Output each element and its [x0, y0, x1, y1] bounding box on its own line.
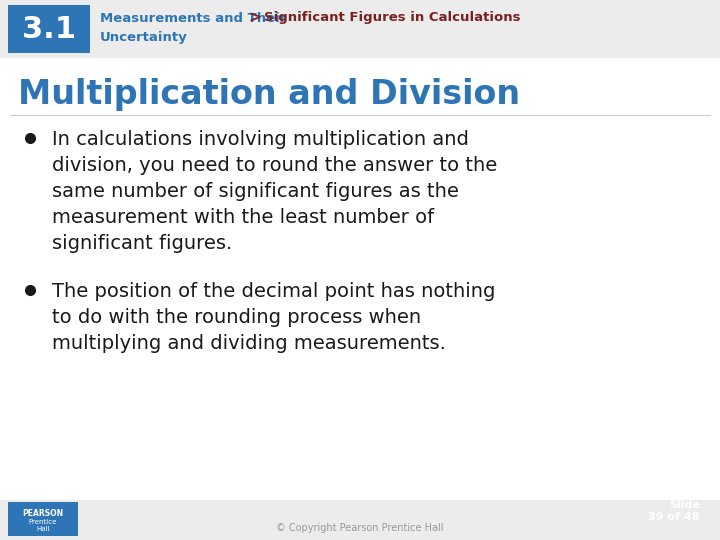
Text: Prentice: Prentice: [29, 519, 57, 525]
Text: significant figures.: significant figures.: [52, 234, 233, 253]
Text: division, you need to round the answer to the: division, you need to round the answer t…: [52, 156, 498, 175]
Text: PEARSON: PEARSON: [22, 509, 63, 518]
Bar: [8, 502, 78, 536]
Text: © Copyright Pearson Prentice Hall: © Copyright Pearson Prentice Hall: [276, 523, 444, 533]
Text: Hall: Hall: [36, 526, 50, 532]
Text: Uncertainty: Uncertainty: [100, 31, 188, 44]
Text: multiplying and dividing measurements.: multiplying and dividing measurements.: [52, 334, 446, 353]
Text: Significant Figures in Calculations: Significant Figures in Calculations: [264, 11, 521, 24]
Text: Multiplication and Division: Multiplication and Division: [18, 78, 520, 111]
Text: In calculations involving multiplication and: In calculations involving multiplication…: [52, 130, 469, 149]
Text: Measurements and Their: Measurements and Their: [100, 11, 287, 24]
Bar: [0, 500, 720, 540]
Text: to do with the rounding process when: to do with the rounding process when: [52, 308, 421, 327]
Bar: [8, 5, 90, 53]
Text: >: >: [248, 10, 261, 25]
Bar: [0, 0, 720, 58]
Text: 3.1: 3.1: [22, 15, 76, 44]
Text: Slide
39 of 48: Slide 39 of 48: [649, 500, 700, 522]
Text: measurement with the least number of: measurement with the least number of: [52, 208, 434, 227]
Text: same number of significant figures as the: same number of significant figures as th…: [52, 182, 459, 201]
Text: The position of the decimal point has nothing: The position of the decimal point has no…: [52, 282, 495, 301]
